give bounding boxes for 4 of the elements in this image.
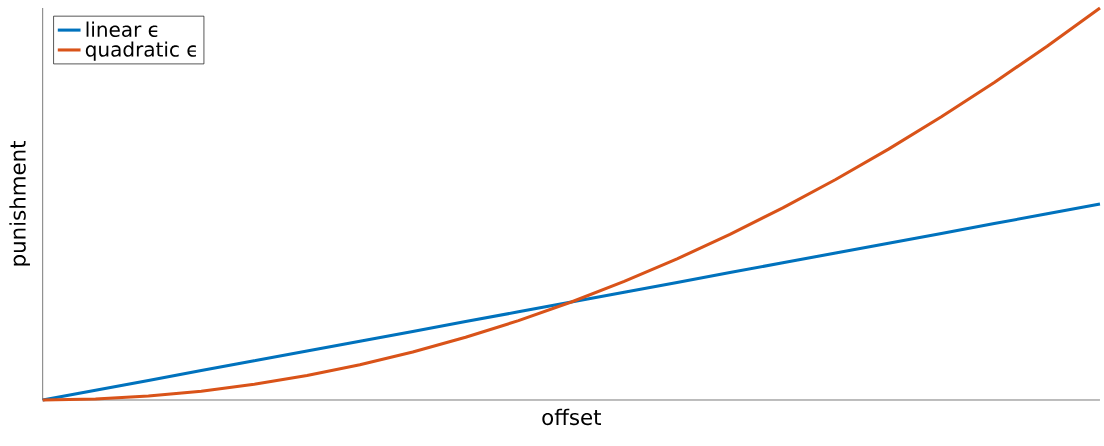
legend-label: quadratic ϵ xyxy=(85,41,196,61)
x-axis-title: offset xyxy=(542,408,602,426)
legend-label: linear ϵ xyxy=(86,21,158,37)
y-axis-title: punishment xyxy=(9,141,30,266)
